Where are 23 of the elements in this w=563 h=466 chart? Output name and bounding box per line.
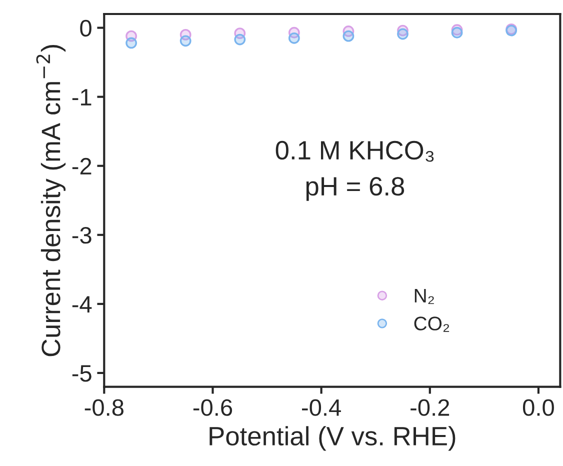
point xyxy=(180,35,192,47)
point xyxy=(451,26,463,38)
x-tick-label: -0.6 xyxy=(193,399,232,416)
x-tick-label: -0.8 xyxy=(84,399,124,416)
point xyxy=(126,37,137,49)
annotation: 0.1 M KHCO₃ pH = 6.8 xyxy=(276,140,434,201)
x-tick-label: -0.2 xyxy=(410,399,450,416)
y-tick-label: -3 xyxy=(72,226,92,244)
y-tick-label: -5 xyxy=(72,365,92,382)
point xyxy=(288,32,300,44)
point xyxy=(397,28,408,40)
y-tick-label: -2 xyxy=(72,158,92,174)
x-axis-title: Potential (V vs. RHE) xyxy=(210,426,456,451)
legend-label: CO₂ xyxy=(414,316,450,332)
y-tick-label: -4 xyxy=(72,296,92,312)
y-tick-label: -1 xyxy=(72,89,92,106)
y-axis-title: Current density (mA cm$^{−2}$) xyxy=(36,45,66,356)
point xyxy=(342,30,354,42)
y-tick-label: 0 xyxy=(80,20,92,37)
x-tick-label: 0.0 xyxy=(522,399,554,416)
legend-label: N₂ xyxy=(414,289,434,304)
point xyxy=(234,34,246,46)
x-tick-label: -0.4 xyxy=(302,399,341,416)
